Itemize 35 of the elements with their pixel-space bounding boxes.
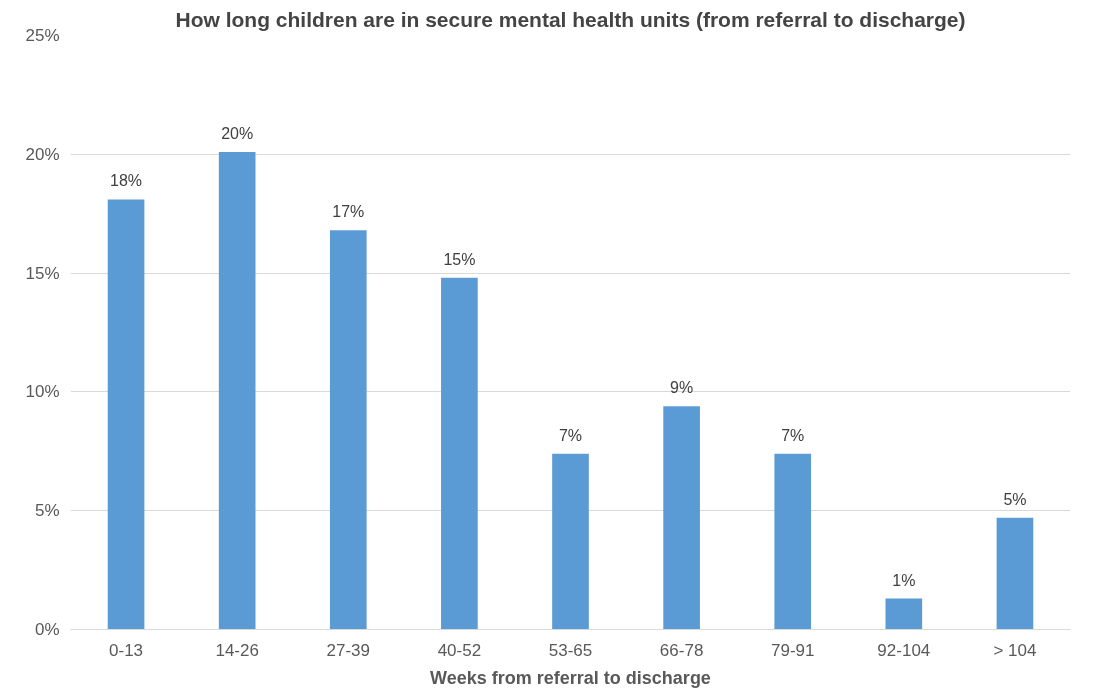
bar	[663, 406, 700, 630]
bar	[774, 453, 812, 630]
data-label: 7%	[558, 426, 583, 444]
bar	[218, 151, 256, 630]
data-label: 20%	[221, 124, 254, 142]
x-tick-label: 40-52	[437, 640, 482, 660]
data-label: 5%	[1003, 490, 1027, 508]
bar	[107, 199, 145, 630]
y-tick-label: 25%	[25, 26, 60, 45]
data-label: 18%	[110, 172, 143, 190]
y-tick-label: 5%	[34, 501, 60, 521]
x-tick-label: 79-91	[770, 640, 815, 660]
bar	[329, 230, 367, 630]
data-label: 7%	[781, 426, 805, 444]
x-tick-label: 14-26	[215, 640, 259, 660]
data-label: 1%	[892, 571, 916, 589]
bar	[552, 453, 589, 630]
x-tick-label: 66-78	[659, 640, 704, 660]
x-tick-label: > 104	[993, 640, 1037, 660]
data-label: 17%	[332, 203, 365, 221]
bar	[441, 277, 478, 630]
data-label: 9%	[670, 379, 694, 397]
bar	[996, 517, 1034, 630]
bar	[885, 598, 923, 630]
x-tick-label: 27-39	[326, 640, 371, 660]
y-tick-label: 10%	[25, 382, 60, 402]
x-axis-title: Weeks from referral to discharge	[430, 667, 711, 688]
data-label: 15%	[443, 250, 476, 268]
x-tick-label: 92-104	[877, 640, 931, 660]
x-tick-label: 0-13	[109, 640, 144, 660]
chart-title: How long children are in secure mental health units (from referral to discharge)	[175, 7, 966, 31]
y-tick-label: 15%	[25, 263, 60, 283]
y-tick-label: 0%	[34, 620, 60, 639]
x-tick-label: 53-65	[548, 640, 593, 660]
y-tick-label: 20%	[25, 144, 60, 164]
